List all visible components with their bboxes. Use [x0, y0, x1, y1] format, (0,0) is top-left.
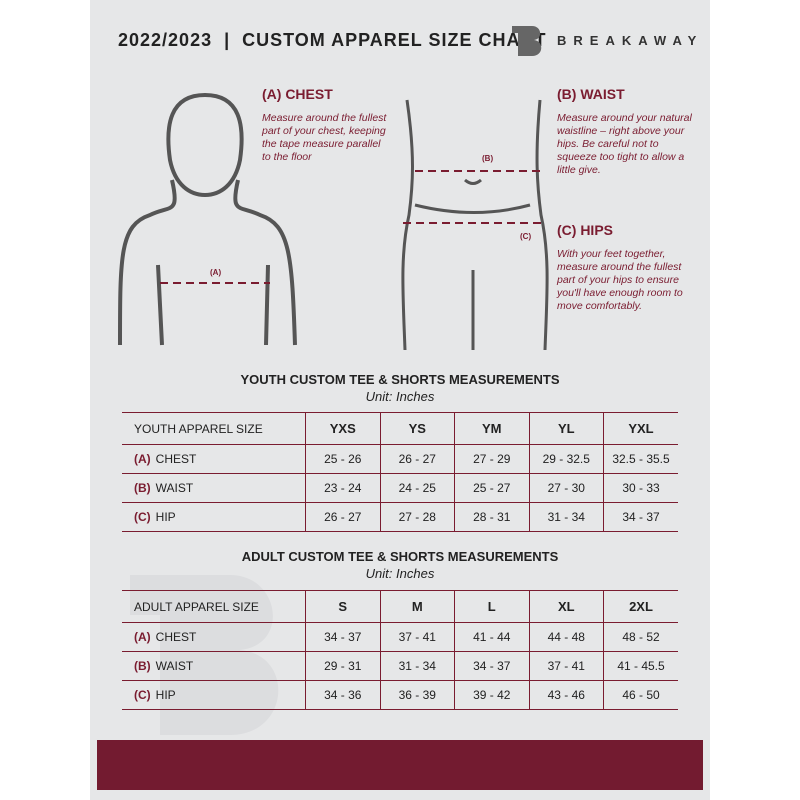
row-name: HIP [155, 688, 176, 702]
header-cell: 2XL [603, 590, 678, 623]
waist-heading: (B) WAIST [557, 86, 625, 102]
table-header-row: ADULT APPAREL SIZE S M L XL 2XL [122, 590, 678, 623]
hips-heading: (C) HIPS [557, 222, 613, 238]
cell: 34 - 36 [305, 680, 380, 710]
row-code: (C) [134, 510, 151, 524]
cell: 31 - 34 [528, 502, 604, 532]
row-name: HIP [155, 510, 176, 524]
cell: 29 - 32.5 [528, 444, 604, 474]
table-row: (C) HIP 26 - 27 27 - 28 28 - 31 31 - 34 34 - 3… [122, 502, 678, 532]
cell: 41 - 44 [454, 622, 529, 652]
torso-illustration [118, 92, 297, 346]
chest-marker: (A) [210, 268, 222, 277]
youth-table-title: YOUTH CUSTOM TEE & SHORTS MEASUREMENTS [240, 372, 560, 387]
cell: 31 - 34 [379, 651, 455, 681]
header-cell: YXL [603, 412, 678, 445]
header-cell: S [305, 590, 380, 623]
header-cell: ADULT APPAREL SIZE [122, 590, 306, 623]
table-row: (A) CHEST 34 - 37 37 - 41 41 - 44 44 - 48 48 -… [122, 622, 678, 652]
table-row: (B) WAIST 29 - 31 31 - 34 34 - 37 37 - 41 41 -… [122, 651, 678, 681]
waist-description: Measure around your natural waistline – … [557, 112, 692, 176]
adult-table-title: ADULT CUSTOM TEE & SHORTS MEASUREMENTS [241, 549, 559, 564]
row-name: WAIST [155, 481, 194, 495]
header-cell: YS [379, 412, 455, 445]
cell: 25 - 26 [305, 444, 380, 474]
hips-description: With your feet together, measure around … [557, 248, 683, 312]
cell: 26 - 27 [379, 444, 455, 474]
cell: 37 - 41 [379, 622, 455, 652]
footer-band [97, 740, 703, 790]
youth-size-table: YOUTH APPAREL SIZE YXS YS YM YL YXL (A) C… [122, 412, 678, 532]
cell: 32.5 - 35.5 [603, 444, 678, 474]
header-cell: YL [528, 412, 604, 445]
cell: 27 - 30 [528, 473, 604, 503]
row-code: (B) [134, 481, 151, 495]
youth-unit: Unit: Inches [365, 389, 435, 404]
cell: 34 - 37 [305, 622, 380, 652]
waist-marker: (B) [482, 154, 494, 163]
cell: 27 - 28 [379, 502, 455, 532]
header-cell: XL [528, 590, 604, 623]
header-cell: YM [454, 412, 529, 445]
cell: 30 - 33 [603, 473, 678, 503]
row-code: (A) [134, 452, 151, 466]
chest-description: Measure around the fullest part of your … [262, 112, 387, 163]
row-name: CHEST [155, 452, 197, 466]
cell: 41 - 45.5 [603, 651, 678, 681]
cell: 46 - 50 [603, 680, 678, 710]
row-name: WAIST [155, 659, 194, 673]
cell: 27 - 29 [454, 444, 529, 474]
row-code: (A) [134, 630, 151, 644]
cell: 48 - 52 [603, 622, 678, 652]
table-row: (A) CHEST 25 - 26 26 - 27 27 - 29 29 - 32.5 32… [122, 444, 678, 474]
hips-marker: (C) [520, 232, 532, 241]
adult-unit: Unit: Inches [365, 566, 435, 581]
breakaway-logo-icon [512, 26, 542, 56]
cell: 43 - 46 [528, 680, 604, 710]
header-cell: L [454, 590, 529, 623]
cell: 36 - 39 [379, 680, 455, 710]
cell: 37 - 41 [528, 651, 604, 681]
cell: 24 - 25 [379, 473, 455, 503]
adult-size-table: ADULT APPAREL SIZE S M L XL 2XL (A) CHEST… [122, 590, 678, 710]
hips-illustration [401, 99, 549, 350]
table-row: (B) WAIST 23 - 24 24 - 25 25 - 27 27 - 30 30 -… [122, 473, 678, 503]
cell: 34 - 37 [454, 651, 529, 681]
header-cell: M [379, 590, 455, 623]
brand-name: BREAKAWAY [557, 33, 704, 48]
table-header-row: YOUTH APPAREL SIZE YXS YS YM YL YXL [122, 412, 678, 445]
cell: 34 - 37 [603, 502, 678, 532]
row-code: (C) [134, 688, 151, 702]
chest-heading: (A) CHEST [262, 86, 333, 102]
row-code: (B) [134, 659, 151, 673]
cell: 26 - 27 [305, 502, 380, 532]
cell: 44 - 48 [528, 622, 604, 652]
cell: 29 - 31 [305, 651, 380, 681]
cell: 28 - 31 [454, 502, 529, 532]
cell: 39 - 42 [454, 680, 529, 710]
page-title: 2022/2023 | CUSTOM APPAREL SIZE CHART [118, 30, 547, 50]
table-row: (C) HIP 34 - 36 36 - 39 39 - 42 43 - 46 46 - 5… [122, 680, 678, 710]
cell: 25 - 27 [454, 473, 529, 503]
header-cell: YOUTH APPAREL SIZE [122, 412, 306, 445]
header-cell: YXS [305, 412, 380, 445]
cell: 23 - 24 [305, 473, 380, 503]
row-name: CHEST [155, 630, 197, 644]
